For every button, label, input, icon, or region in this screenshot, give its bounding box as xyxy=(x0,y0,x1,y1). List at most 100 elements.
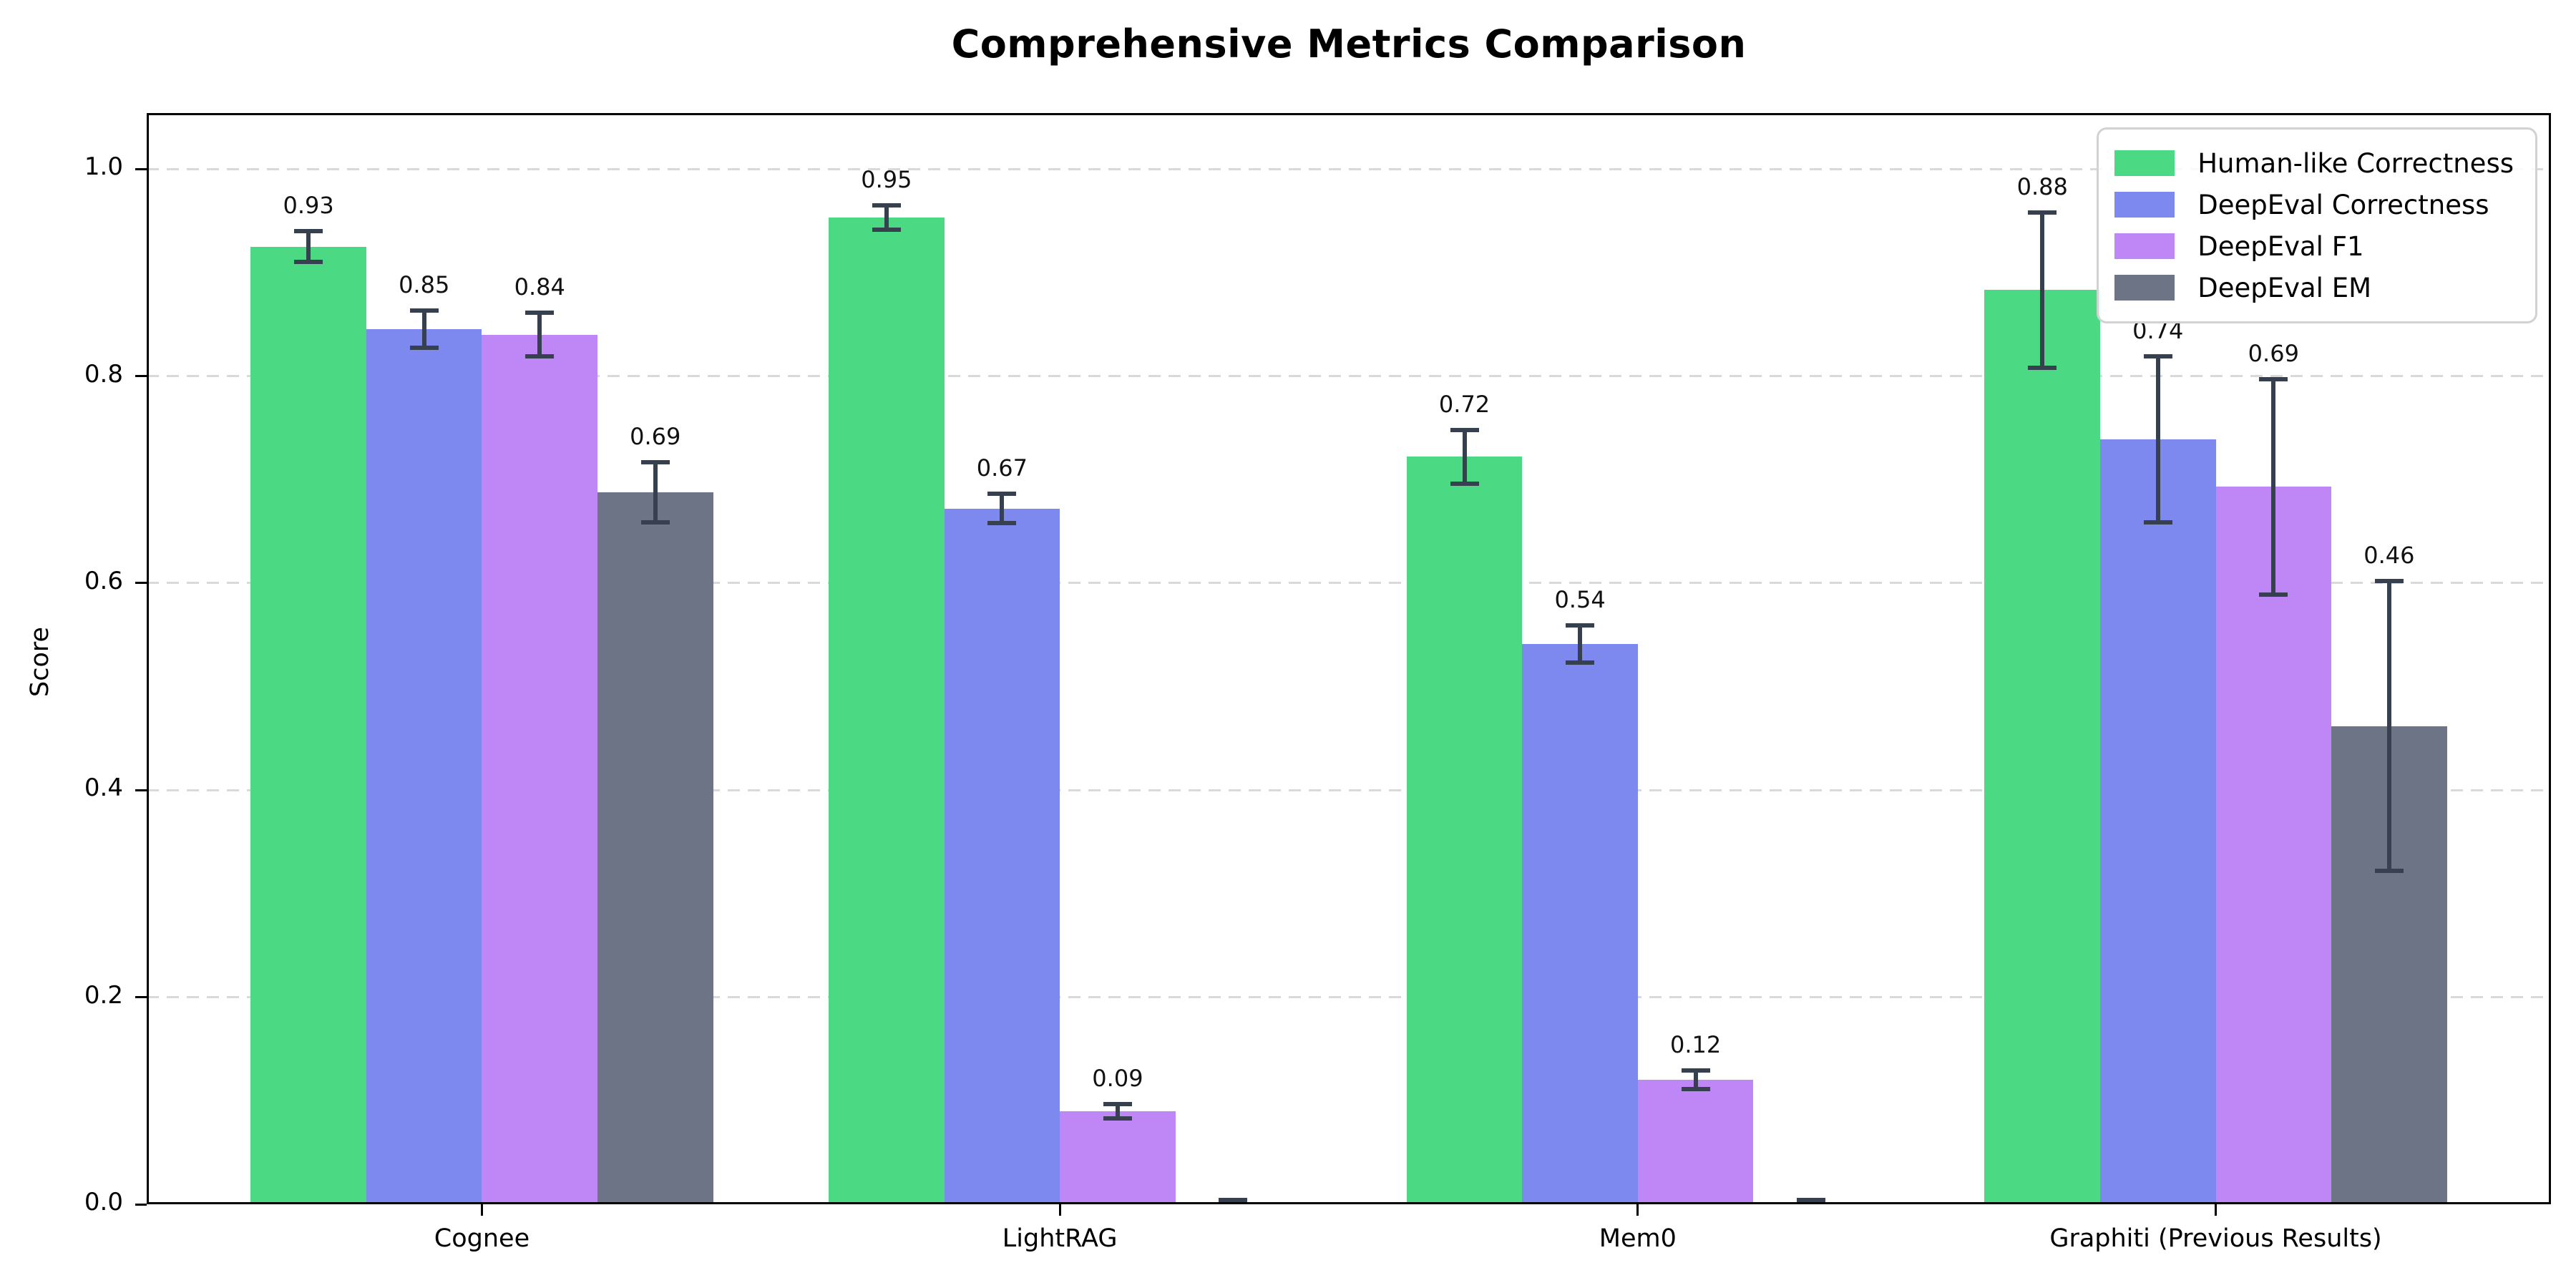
legend: Human-like Correctness DeepEval Correctne… xyxy=(2097,127,2537,323)
gridline xyxy=(147,375,2551,377)
legend-item: DeepEval Correctness xyxy=(2114,184,2514,225)
error-bar-cap-bottom xyxy=(1103,1116,1132,1121)
error-bar-cap-top xyxy=(987,492,1017,497)
bar xyxy=(2100,439,2216,1204)
bar xyxy=(1406,457,1523,1204)
error-bar-cap-top xyxy=(409,308,439,313)
error-bar-cap-bottom xyxy=(2374,869,2404,874)
x-tick xyxy=(1636,1204,1639,1216)
bar xyxy=(944,508,1060,1204)
error-bar-cap-top xyxy=(525,311,555,316)
error-bar-line xyxy=(1578,625,1583,663)
y-tick-label: 0.0 xyxy=(84,1188,123,1216)
y-axis-label: Score xyxy=(26,626,54,698)
error-bar-cap-bottom xyxy=(1566,660,1595,665)
x-tick-label: LightRAG xyxy=(1002,1224,1118,1253)
y-tick xyxy=(135,375,147,377)
y-tick-label: 0.2 xyxy=(84,980,123,1010)
error-bar-line xyxy=(2155,356,2160,522)
legend-item: DeepEval EM xyxy=(2114,267,2514,308)
error-bar-cap-top xyxy=(1681,1068,1710,1073)
error-bar-cap-top xyxy=(872,203,901,208)
bar-value-label: 0.69 xyxy=(2248,339,2299,367)
error-bar-cap-bottom xyxy=(525,354,555,358)
legend-swatch xyxy=(2114,275,2175,301)
legend-item: Human-like Correctness xyxy=(2114,142,2514,184)
bar-value-label: 0.85 xyxy=(399,271,450,299)
chart-title: Comprehensive Metrics Comparison xyxy=(951,21,1747,67)
x-tick xyxy=(2215,1204,2218,1216)
y-tick xyxy=(135,167,147,170)
error-bar-cap-top xyxy=(2374,578,2404,583)
x-tick-label: Mem0 xyxy=(1599,1224,1677,1253)
error-bar-cap-top xyxy=(294,228,323,233)
error-bar-line xyxy=(2271,379,2276,595)
error-bar-line xyxy=(537,313,542,356)
legend-label: DeepEval EM xyxy=(2197,272,2371,303)
y-tick-label: 0.8 xyxy=(84,359,123,389)
bar-value-label: 0.54 xyxy=(1554,586,1606,614)
error-bar-cap-bottom xyxy=(1681,1087,1710,1092)
y-tick xyxy=(135,789,147,791)
error-bar-cap-bottom xyxy=(294,260,323,265)
gridline xyxy=(147,996,2551,999)
bar xyxy=(2215,487,2332,1204)
error-bar-line xyxy=(1693,1070,1698,1090)
y-tick xyxy=(135,582,147,585)
error-bar-cap-top xyxy=(2143,354,2172,358)
error-bar-line xyxy=(421,311,426,348)
x-tick xyxy=(480,1204,483,1216)
x-tick-label: Graphiti (Previous Results) xyxy=(2049,1224,2382,1253)
legend-item: DeepEval F1 xyxy=(2114,225,2514,267)
bar xyxy=(597,492,713,1204)
error-bar-line xyxy=(2386,580,2391,872)
error-bar-cap-bottom xyxy=(640,519,670,525)
bar-value-label: 0.84 xyxy=(514,273,565,301)
bar xyxy=(1060,1111,1176,1204)
y-tick xyxy=(135,1203,147,1206)
bar-value-label: 0.09 xyxy=(1092,1064,1143,1092)
legend-label: Human-like Correctness xyxy=(2197,147,2514,179)
error-bar-cap-top xyxy=(1797,1198,1826,1203)
plot-area: 0.93 0.95 0.72 0.88 0.85 0.67 0.54 0.74 0.84 0.09… xyxy=(147,113,2551,1204)
legend-swatch xyxy=(2114,150,2175,176)
error-bar-cap-top xyxy=(1450,427,1479,432)
bar-value-label: 0.72 xyxy=(1438,390,1491,418)
error-bar-cap-bottom xyxy=(872,228,901,233)
error-bar-cap-top xyxy=(2028,210,2057,215)
error-bar-cap-bottom xyxy=(2143,519,2172,525)
error-bar-cap-bottom xyxy=(2028,365,2057,370)
y-tick-label: 0.4 xyxy=(84,774,123,803)
error-bar-line xyxy=(1115,1103,1120,1118)
error-bar-cap-top xyxy=(2259,376,2288,381)
legend-swatch xyxy=(2114,233,2175,259)
y-tick xyxy=(135,996,147,999)
error-bar-cap-top xyxy=(1103,1101,1132,1106)
error-bar-cap-top xyxy=(1219,1198,1248,1203)
error-bar-line xyxy=(1462,429,1467,484)
gridline xyxy=(147,582,2551,585)
error-bar-line xyxy=(653,462,658,522)
bar-value-label: 0.67 xyxy=(976,454,1028,482)
x-tick xyxy=(1058,1204,1061,1216)
legend-label: DeepEval Correctness xyxy=(2197,189,2489,220)
bar-value-label: 0.69 xyxy=(630,422,681,450)
y-tick-label: 0.6 xyxy=(84,566,123,595)
error-bar-cap-bottom xyxy=(409,346,439,351)
bar-value-label: 0.95 xyxy=(861,165,912,193)
error-bar-line xyxy=(2040,212,2045,368)
bar xyxy=(366,329,482,1204)
error-bar-line xyxy=(1000,494,1005,523)
x-tick-label: Cognee xyxy=(434,1224,530,1253)
y-tick-label: 1.0 xyxy=(84,152,123,182)
bar xyxy=(829,218,945,1204)
bar-value-label: 0.93 xyxy=(283,191,334,219)
error-bar-cap-top xyxy=(640,459,670,464)
legend-swatch xyxy=(2114,192,2175,218)
bar xyxy=(1637,1080,1754,1204)
error-bar-line xyxy=(306,230,311,263)
error-bar-cap-bottom xyxy=(2259,592,2288,597)
error-bar-line xyxy=(884,205,889,230)
bar xyxy=(1522,644,1638,1204)
